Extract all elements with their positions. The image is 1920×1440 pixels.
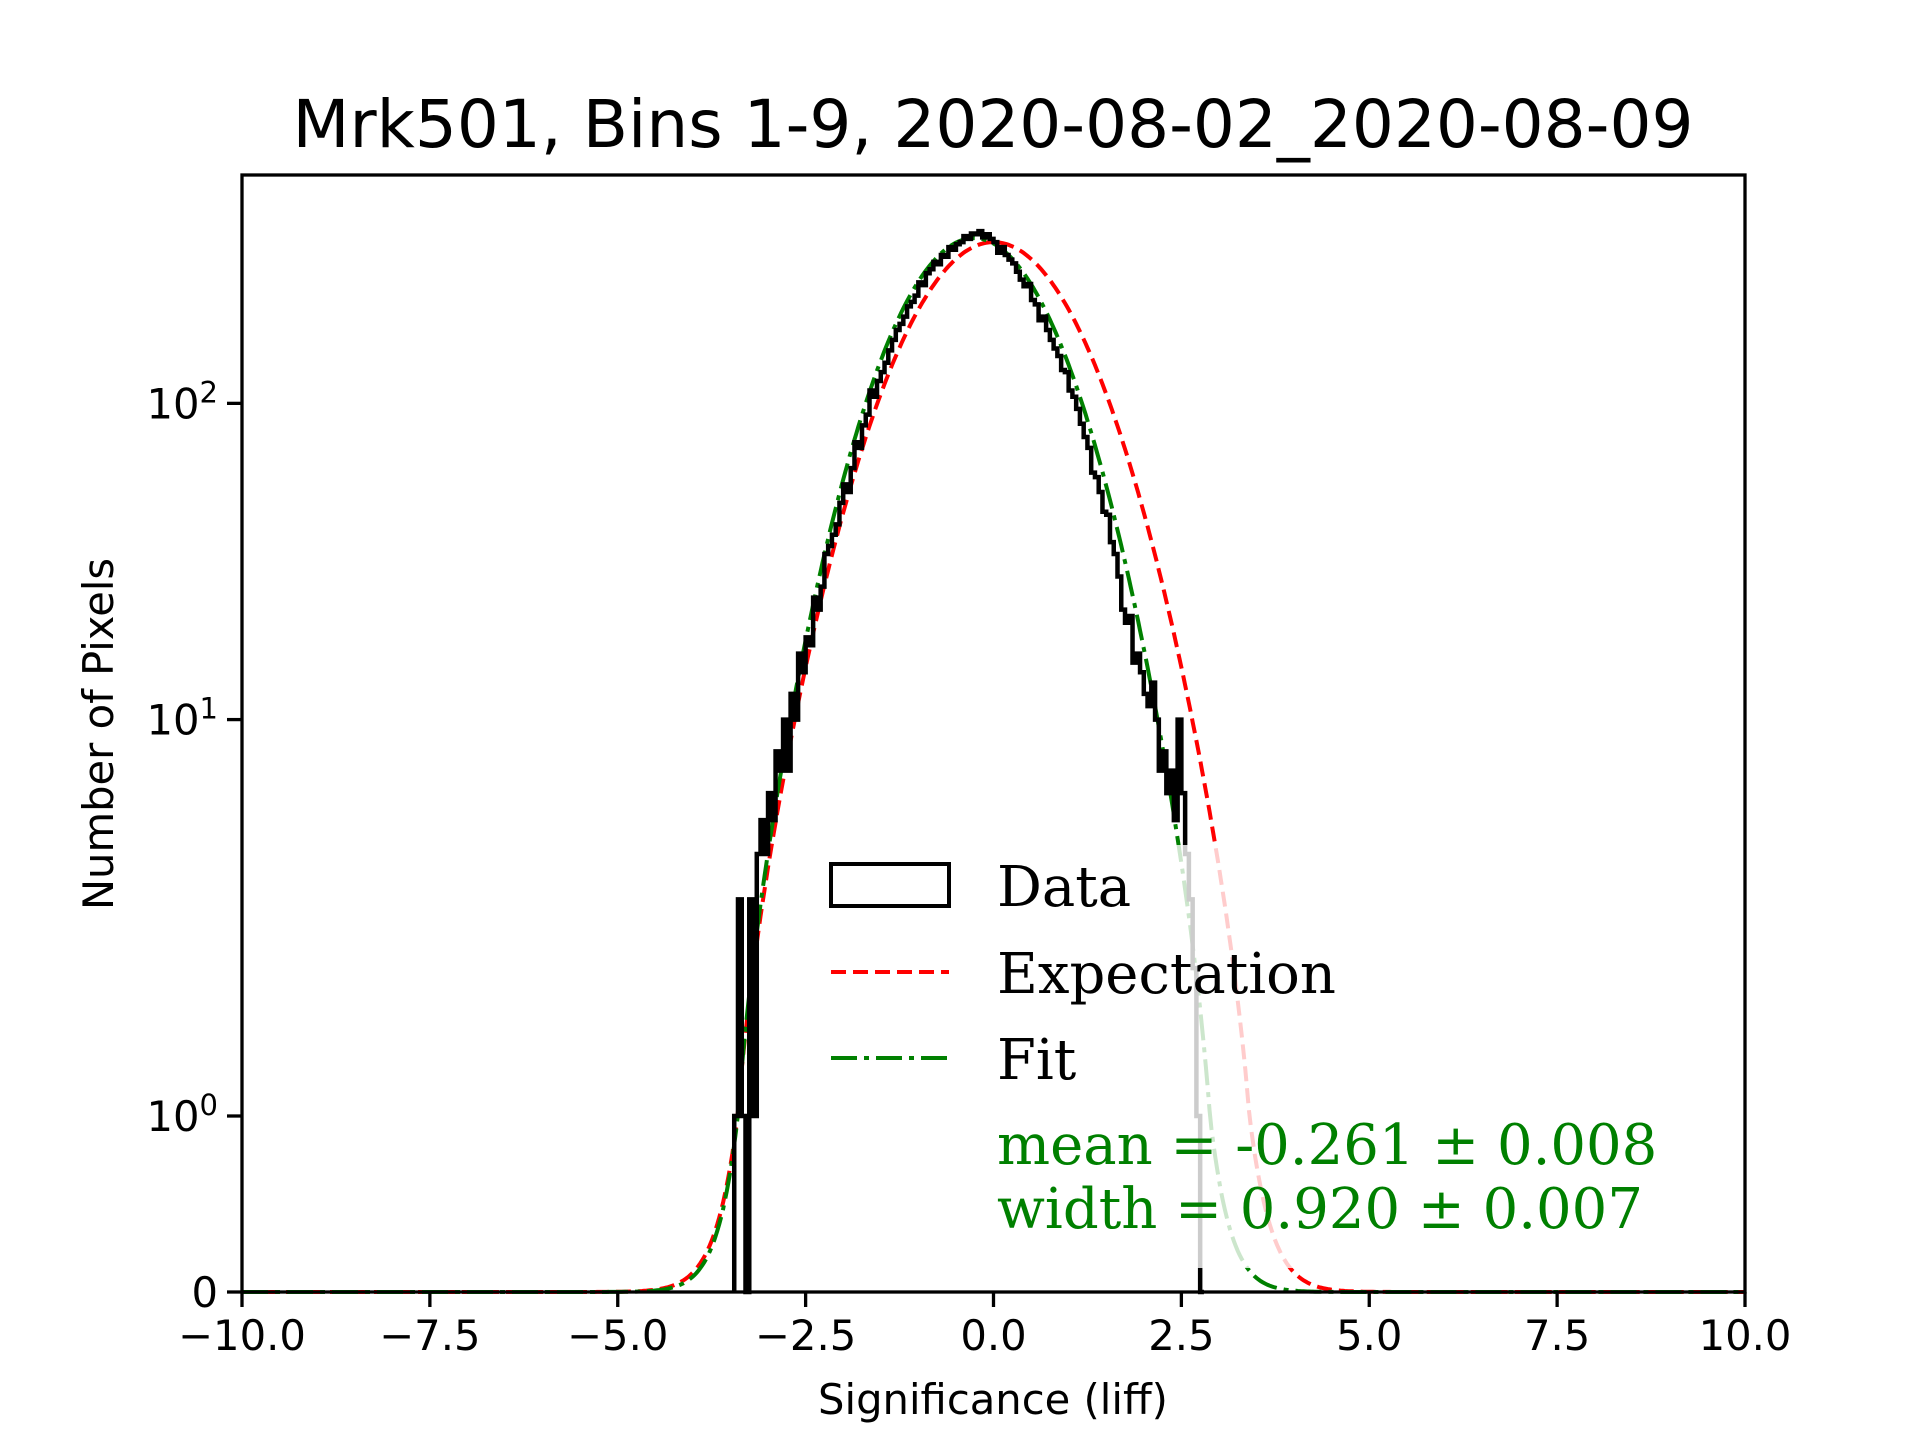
x-tick-label: 5.0 — [1336, 1311, 1402, 1360]
chart-title: Mrk501, Bins 1-9, 2020-08-02_2020-08-09 — [293, 86, 1694, 163]
y-tick-label: 101 — [147, 692, 219, 745]
data-histogram — [731, 228, 1204, 1295]
x-tick-label: 2.5 — [1148, 1311, 1214, 1360]
x-tick-label: −10.0 — [178, 1311, 306, 1360]
legend-label-fit: Fit — [997, 1028, 1077, 1093]
legend: Data Expectation Fit mean = -0.261 ± 0.0… — [815, 845, 1700, 1268]
x-tick-label: 10.0 — [1699, 1311, 1792, 1360]
y-tick-label: 0 — [191, 1268, 218, 1317]
y-tick-label: 100 — [147, 1088, 219, 1141]
x-axis-label: Significance (liff) — [818, 1375, 1168, 1424]
legend-label-expectation: Expectation — [997, 942, 1336, 1007]
x-tick-label: −7.5 — [379, 1311, 480, 1360]
x-tick-label: −2.5 — [755, 1311, 856, 1360]
y-axis-ticks: 0 100 101 102 — [147, 375, 242, 1317]
x-tick-label: 7.5 — [1524, 1311, 1590, 1360]
legend-background — [815, 845, 1700, 1268]
x-tick-label: 0.0 — [960, 1311, 1026, 1360]
y-tick-label: 102 — [147, 375, 219, 428]
y-axis-label: Number of Pixels — [74, 558, 123, 910]
fit-width-annotation: width = 0.920 ± 0.007 — [997, 1177, 1643, 1242]
legend-label-data: Data — [997, 855, 1131, 920]
x-tick-label: −5.0 — [567, 1311, 668, 1360]
fit-mean-annotation: mean = -0.261 ± 0.008 — [997, 1113, 1657, 1178]
x-axis-ticks: −10.0 −7.5 −5.0 −2.5 0.0 2.5 5.0 7.5 10.0 — [178, 1292, 1791, 1360]
legend-data-handle — [829, 862, 951, 908]
